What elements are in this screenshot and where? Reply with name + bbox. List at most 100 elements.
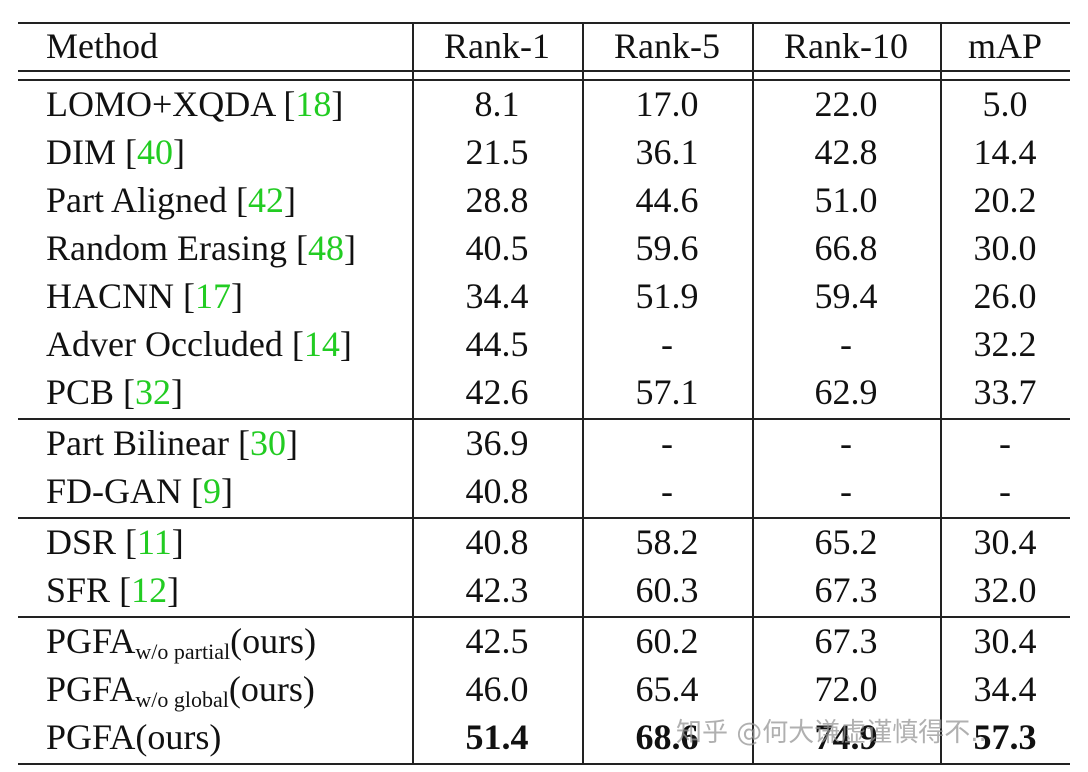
citation-bracket: [ — [125, 522, 138, 562]
citation-bracket: ] — [173, 132, 185, 172]
value-cell: 72.0 — [814, 669, 878, 709]
method-name: FD-GAN — [46, 471, 192, 511]
citation-bracket: ] — [343, 228, 356, 268]
value-cell: - — [661, 324, 673, 364]
citation-bracket: ] — [167, 570, 180, 610]
method-cell: DSR [11] — [46, 518, 184, 566]
method-cell: FD-GAN [9] — [46, 467, 233, 515]
value-cell: - — [840, 324, 852, 364]
rule — [18, 70, 1070, 72]
value-cell: 42.6 — [465, 372, 529, 412]
rule — [18, 616, 1070, 618]
citation-number: 32 — [135, 372, 172, 412]
value-cell: 33.7 — [973, 372, 1037, 412]
column-rule — [940, 22, 942, 765]
method-name: Adver Occluded — [46, 324, 292, 364]
citation-bracket: [ — [123, 372, 136, 412]
method-name: DIM — [46, 132, 125, 172]
method-cell: HACNN [17] — [46, 272, 243, 320]
citation-bracket: ] — [283, 180, 296, 220]
method-cell: PGFA(ours) — [46, 713, 221, 761]
method-name: Random Erasing — [46, 228, 296, 268]
column-header: Rank-5 — [614, 26, 720, 66]
column-header: Rank-10 — [784, 26, 908, 66]
value-cell: 62.9 — [814, 372, 878, 412]
method-suffix: (ours) — [228, 669, 315, 709]
value-cell: 60.3 — [635, 570, 699, 610]
rule — [18, 763, 1070, 765]
citation-number: 12 — [131, 570, 168, 610]
citation-number: 11 — [137, 522, 172, 562]
value-cell: 74.9 — [814, 717, 878, 757]
citation-number: 42 — [247, 180, 284, 220]
citation-number: 17 — [195, 276, 232, 316]
citation-bracket: ] — [171, 372, 184, 412]
citation-bracket: [ — [291, 324, 304, 364]
citation-bracket: [ — [237, 423, 250, 463]
citation-number: 9 — [203, 471, 222, 511]
column-header: Rank-1 — [444, 26, 550, 66]
column-rule — [412, 22, 414, 765]
value-cell: - — [661, 471, 673, 511]
value-cell: 32.2 — [973, 324, 1037, 364]
column-rule — [582, 22, 584, 765]
method-cell: Part Bilinear [30] — [46, 419, 298, 467]
value-cell: 5.0 — [982, 84, 1028, 124]
citation-bracket: ] — [171, 522, 184, 562]
rule — [18, 79, 1070, 81]
value-cell: 42.5 — [465, 621, 529, 661]
value-cell: - — [999, 471, 1011, 511]
citation-bracket: [ — [191, 471, 204, 511]
citation-bracket: [ — [235, 180, 248, 220]
value-cell: 51.9 — [635, 276, 699, 316]
value-cell: 28.8 — [465, 180, 529, 220]
value-cell: 67.3 — [814, 570, 878, 610]
method-subscript: w/o global — [135, 687, 229, 712]
value-cell: 30.4 — [973, 522, 1037, 562]
column-rule — [752, 22, 754, 765]
method-subscript: w/o partial — [135, 639, 231, 664]
value-cell: 17.0 — [635, 84, 699, 124]
value-cell: 26.0 — [973, 276, 1037, 316]
citation-bracket: ] — [231, 276, 244, 316]
method-cell: DIM [40] — [46, 128, 185, 176]
watermark: 知乎 @何大谦虚谨慎得不.. — [676, 718, 987, 748]
column-header: mAP — [967, 26, 1043, 66]
value-cell: 36.9 — [465, 423, 529, 463]
method-name: Part Aligned — [46, 180, 236, 220]
value-cell: 42.8 — [814, 132, 878, 172]
value-cell: 42.3 — [465, 570, 529, 610]
citation-bracket: [ — [125, 132, 137, 172]
citation-bracket: [ — [183, 276, 196, 316]
value-cell: 46.0 — [465, 669, 529, 709]
method-cell: LOMO+XQDA [18] — [46, 80, 343, 128]
rule — [18, 517, 1070, 519]
value-cell: 66.8 — [814, 228, 878, 268]
value-cell: 44.6 — [635, 180, 699, 220]
method-name: LOMO+XQDA — [46, 84, 284, 124]
value-cell: 30.4 — [973, 621, 1037, 661]
citation-bracket: ] — [285, 423, 298, 463]
citation-bracket: ] — [339, 324, 352, 364]
value-cell: - — [840, 471, 852, 511]
citation-number: 30 — [249, 423, 286, 463]
method-cell: PGFAw/o partial(ours) — [46, 617, 316, 665]
value-cell: 21.5 — [465, 132, 529, 172]
method-cell: Part Aligned [42] — [46, 176, 296, 224]
value-cell: 30.0 — [973, 228, 1037, 268]
column-header: Method — [46, 26, 158, 66]
citation-bracket: ] — [331, 84, 344, 124]
value-cell: 65.4 — [635, 669, 699, 709]
value-cell: 44.5 — [465, 324, 529, 364]
method-name: SFR — [46, 570, 120, 610]
value-cell: 59.6 — [635, 228, 699, 268]
value-cell: 51.4 — [465, 717, 529, 757]
value-cell: - — [840, 423, 852, 463]
method-cell: PCB [32] — [46, 368, 183, 416]
citation-number: 18 — [295, 84, 332, 124]
citation-bracket: [ — [119, 570, 132, 610]
method-name: PGFA — [46, 621, 136, 661]
method-cell: Adver Occluded [14] — [46, 320, 352, 368]
rule — [18, 418, 1070, 420]
